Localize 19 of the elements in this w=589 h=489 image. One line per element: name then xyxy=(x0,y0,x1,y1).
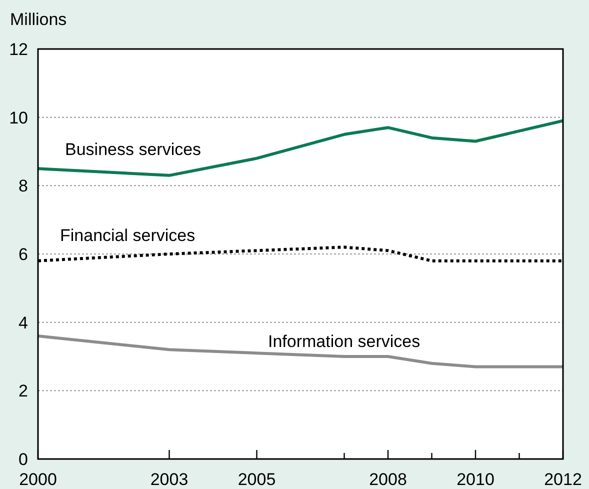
line-series xyxy=(36,119,564,177)
x-tick-label: 2005 xyxy=(238,470,276,489)
y-tick-label: 8 xyxy=(18,176,28,196)
series-label: Financial services xyxy=(60,226,196,245)
series-label: Information services xyxy=(268,332,420,351)
x-tick-label: 2010 xyxy=(456,470,494,489)
x-tick-label: 2008 xyxy=(369,470,407,489)
y-axis-title: Millions xyxy=(10,10,67,29)
x-tick-label: 2003 xyxy=(150,470,188,489)
y-tick-label: 10 xyxy=(9,108,28,128)
y-tick-label: 0 xyxy=(18,450,28,469)
y-tick-label: 2 xyxy=(18,382,28,401)
y-tick-label: 6 xyxy=(18,245,28,264)
y-tick-label: 4 xyxy=(18,313,28,332)
line-series xyxy=(36,334,564,368)
x-tick-label: 2012 xyxy=(544,470,582,489)
y-tick-label: 12 xyxy=(9,40,28,59)
series-label: Business services xyxy=(65,140,202,159)
x-tick-label: 2000 xyxy=(19,470,57,489)
